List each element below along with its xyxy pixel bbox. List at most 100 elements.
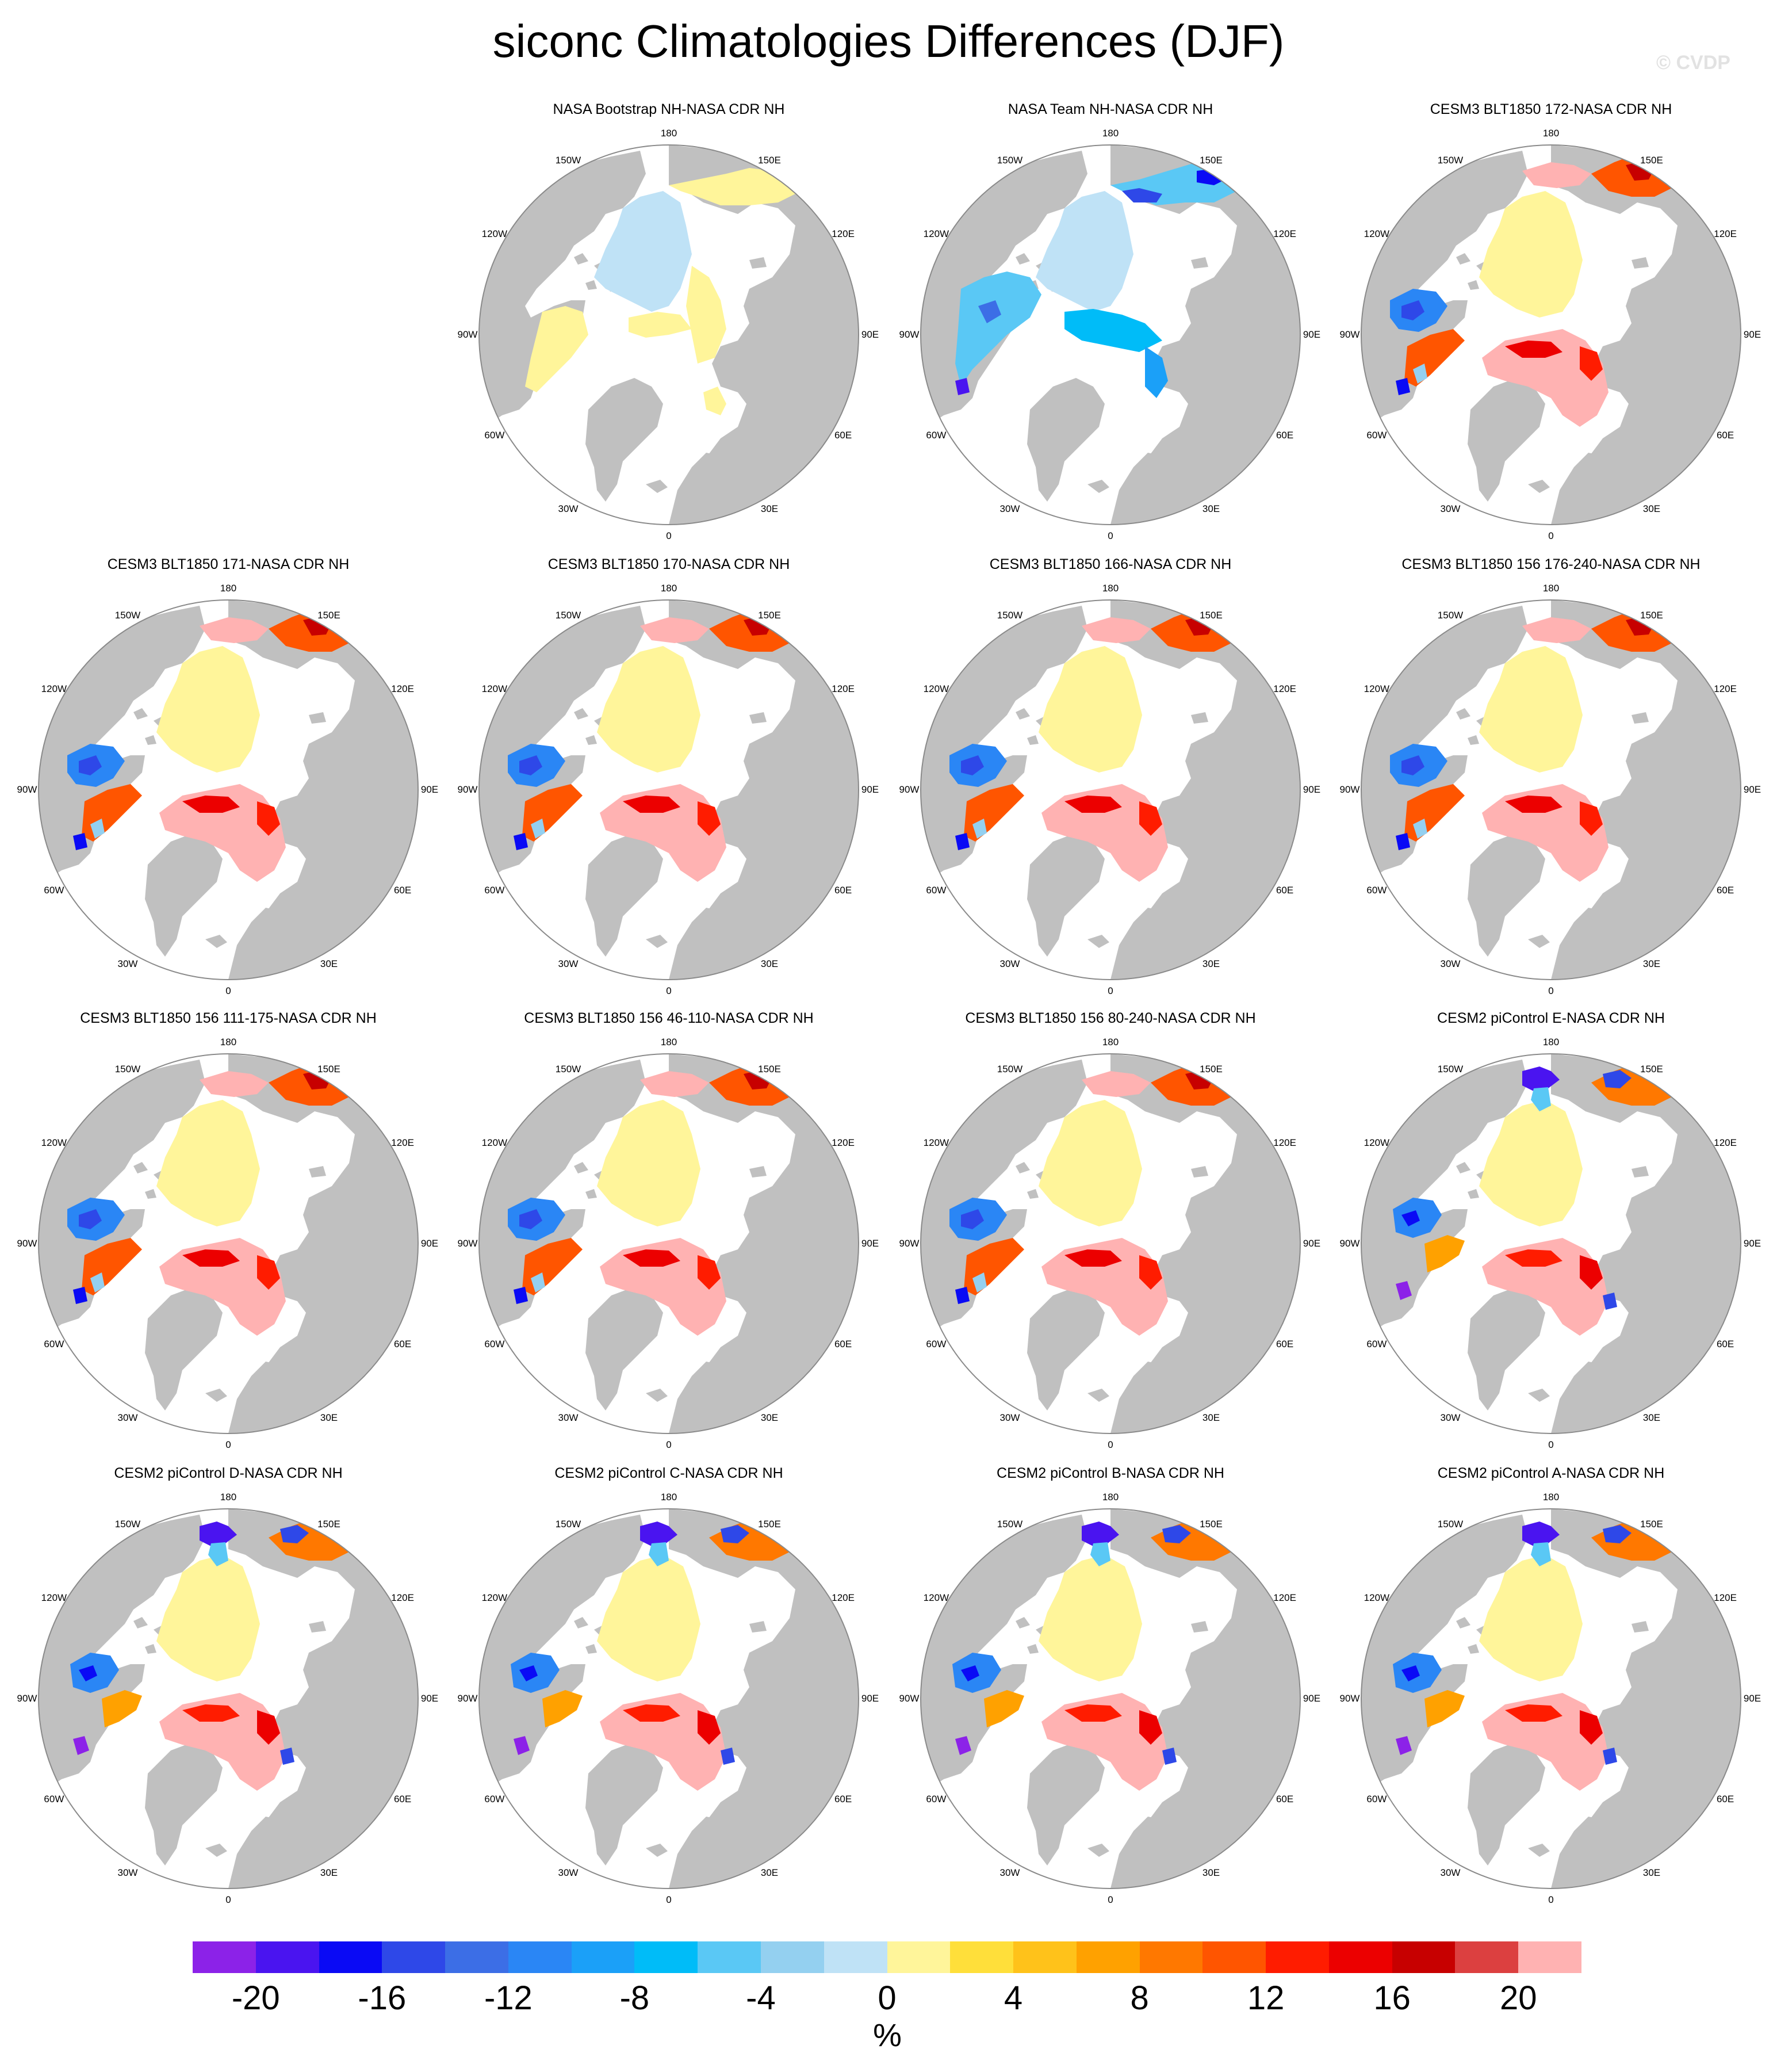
land-mass: [585, 1287, 663, 1410]
island: [749, 1166, 767, 1178]
sea-ice-difference-region: [1396, 833, 1410, 850]
longitude-label: 90W: [17, 1238, 37, 1249]
longitude-label: 150E: [317, 609, 340, 621]
sea-ice-difference-region: [159, 1238, 286, 1336]
longitude-label: 30W: [999, 503, 1020, 515]
longitude-label: 150W: [997, 154, 1023, 166]
colorbar-swatch: [1518, 1941, 1582, 1973]
longitude-label: 0: [225, 1894, 231, 1905]
land-mass: [1551, 1362, 1609, 1433]
sea-ice-difference-region: [955, 1287, 970, 1304]
sea-ice-difference-region: [1522, 1066, 1560, 1091]
longitude-label: 90W: [1339, 1238, 1360, 1249]
sea-ice-difference-region: [1479, 1555, 1583, 1681]
longitude-label: 30E: [320, 1867, 338, 1879]
longitude-label: 90E: [1303, 784, 1321, 795]
land-mass: [669, 1054, 859, 1433]
longitude-label: 90W: [17, 784, 37, 795]
land-mass: [669, 453, 726, 525]
colorbar-swatch: [950, 1941, 1014, 1973]
island: [1191, 257, 1208, 269]
longitude-label: 150W: [114, 1518, 141, 1530]
longitude-label: 180: [1102, 128, 1119, 139]
sea-ice-difference-region: [156, 1555, 260, 1681]
panel-title: NASA Bootstrap NH-NASA CDR NH: [553, 101, 785, 117]
longitude-label: 0: [1108, 985, 1113, 996]
longitude-label: 0: [1548, 530, 1554, 541]
longitude-label: 120W: [923, 1137, 949, 1148]
longitude-label: 60E: [1716, 1794, 1734, 1805]
sea-ice-difference-region: [200, 1521, 237, 1546]
longitude-label: 60E: [834, 430, 852, 441]
longitude-label: 0: [666, 530, 672, 541]
longitude-label: 150W: [997, 1063, 1023, 1075]
colorbar-swatch: [698, 1941, 761, 1973]
longitude-label: 30E: [320, 1412, 338, 1424]
sea-ice-difference-region: [1082, 1071, 1151, 1097]
longitude-label: 120W: [481, 228, 508, 239]
sea-ice-difference-region: [102, 1690, 142, 1727]
longitude-label: 150E: [1640, 154, 1663, 166]
polar-map: [1361, 1053, 1741, 1434]
longitude-label: 120W: [481, 683, 508, 694]
sea-ice-difference-region: [514, 1736, 530, 1755]
colorbar-swatch: [1328, 1941, 1393, 1973]
sea-ice-difference-region: [159, 1693, 286, 1791]
longitude-label: 120E: [1714, 1592, 1737, 1603]
land-mass: [646, 1389, 668, 1402]
colorbar-swatch: [255, 1941, 320, 1973]
longitude-label: 180: [660, 128, 677, 139]
sea-ice-difference-region: [597, 1555, 700, 1681]
sea-ice-difference-region: [623, 796, 680, 813]
land-mass: [145, 1742, 223, 1865]
island: [145, 1189, 156, 1199]
island: [585, 280, 597, 290]
panel-title: CESM2 piControl C-NASA CDR NH: [554, 1465, 783, 1481]
sea-ice-difference-region: [156, 1100, 260, 1226]
sea-ice-difference-region: [1064, 1249, 1122, 1267]
panel-title: CESM2 piControl A-NASA CDR NH: [1437, 1465, 1665, 1481]
colorbar-swatch: [1202, 1941, 1266, 1973]
colorbar-swatch: [824, 1941, 887, 1973]
land-mass: [228, 1362, 286, 1433]
island: [1027, 1189, 1039, 1199]
sea-ice-difference-region: [1424, 1235, 1465, 1272]
sea-ice-difference-region: [90, 819, 105, 839]
longitude-label: 60W: [1366, 1794, 1387, 1805]
sea-ice-difference-region: [1139, 801, 1162, 836]
island: [1632, 257, 1649, 269]
longitude-label: 90E: [420, 784, 439, 795]
island: [133, 708, 148, 720]
sea-ice-difference-region: [1139, 1710, 1162, 1745]
longitude-label: 150E: [1200, 1063, 1223, 1075]
island: [574, 253, 588, 265]
watermark: © CVDP: [1656, 52, 1730, 74]
longitude-label: 90E: [1743, 329, 1761, 340]
sea-ice-difference-region: [1145, 346, 1168, 398]
land-mass: [1551, 1054, 1741, 1433]
longitude-label: 30W: [1440, 958, 1461, 970]
longitude-label: 90W: [1339, 784, 1360, 795]
longitude-label: 60E: [834, 885, 852, 896]
island: [1016, 253, 1030, 265]
island: [1211, 1198, 1225, 1209]
longitude-label: 60E: [1276, 1339, 1294, 1350]
sea-ice-difference-region: [703, 387, 726, 415]
sea-ice-difference-region: [629, 312, 692, 338]
sea-ice-difference-region: [200, 1071, 269, 1097]
land-mass: [1027, 1742, 1105, 1865]
island: [1652, 1653, 1666, 1664]
longitude-label: 30E: [760, 1867, 779, 1879]
land-mass: [1110, 1054, 1300, 1433]
longitude-label: 30E: [760, 503, 779, 515]
sea-ice-difference-region: [1603, 1293, 1617, 1310]
longitude-label: 30W: [999, 958, 1020, 970]
colorbar-tick-label: 4: [1004, 1979, 1023, 2017]
sea-ice-difference-region: [182, 1704, 240, 1722]
land-mass: [1110, 145, 1300, 525]
longitude-label: 120W: [1364, 1137, 1390, 1148]
longitude-label: 90E: [420, 1693, 439, 1704]
longitude-label: 0: [666, 985, 672, 996]
longitude-label: 150E: [758, 1518, 781, 1530]
island: [585, 1189, 597, 1199]
